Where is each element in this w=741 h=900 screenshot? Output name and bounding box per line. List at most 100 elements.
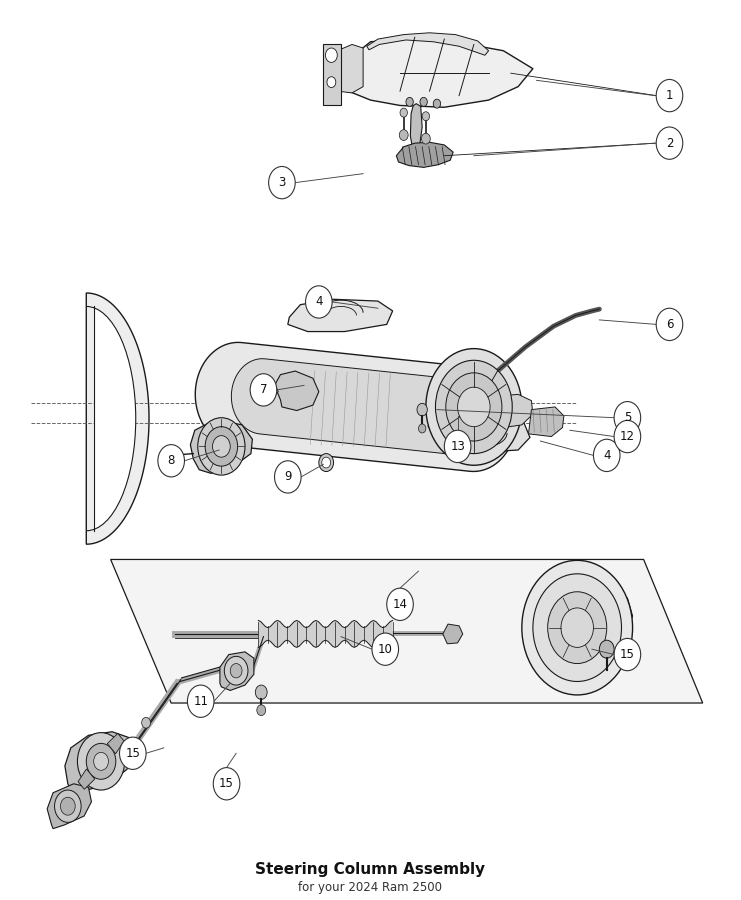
Polygon shape: [411, 104, 422, 152]
Polygon shape: [428, 410, 487, 439]
Circle shape: [187, 685, 214, 717]
Text: for your 2024 Ram 2500: for your 2024 Ram 2500: [299, 881, 442, 895]
Circle shape: [142, 717, 150, 728]
Circle shape: [417, 403, 428, 416]
Circle shape: [400, 108, 408, 117]
Circle shape: [269, 166, 295, 199]
Circle shape: [594, 439, 620, 472]
Text: 15: 15: [125, 747, 140, 760]
Circle shape: [327, 76, 336, 87]
Circle shape: [198, 418, 245, 475]
Circle shape: [205, 427, 238, 466]
Text: 15: 15: [219, 778, 234, 790]
Polygon shape: [367, 32, 488, 55]
Circle shape: [614, 420, 641, 453]
Polygon shape: [231, 359, 492, 455]
Text: 10: 10: [378, 643, 393, 656]
Polygon shape: [288, 300, 393, 331]
Circle shape: [449, 412, 467, 434]
Circle shape: [119, 737, 146, 769]
Text: 4: 4: [315, 295, 322, 309]
Polygon shape: [107, 734, 124, 753]
Circle shape: [322, 457, 330, 468]
Circle shape: [446, 373, 502, 441]
Text: 4: 4: [603, 449, 611, 462]
Circle shape: [657, 79, 682, 112]
Circle shape: [406, 97, 413, 106]
Circle shape: [230, 663, 242, 678]
Circle shape: [433, 99, 441, 108]
Polygon shape: [539, 592, 633, 649]
Polygon shape: [492, 394, 533, 428]
Circle shape: [399, 130, 408, 140]
Circle shape: [548, 592, 607, 663]
Circle shape: [387, 589, 413, 620]
Text: 2: 2: [665, 137, 674, 149]
Circle shape: [274, 461, 301, 493]
Text: 6: 6: [665, 318, 674, 331]
Circle shape: [61, 797, 75, 815]
Circle shape: [158, 445, 185, 477]
Polygon shape: [196, 342, 516, 472]
Circle shape: [213, 768, 240, 800]
Circle shape: [614, 638, 641, 670]
Circle shape: [250, 374, 276, 406]
Polygon shape: [337, 44, 363, 93]
Text: 7: 7: [259, 383, 268, 396]
Polygon shape: [47, 784, 91, 829]
Circle shape: [445, 430, 471, 463]
Polygon shape: [86, 293, 149, 544]
Polygon shape: [443, 624, 463, 644]
Text: 8: 8: [167, 454, 175, 467]
Text: 13: 13: [451, 440, 465, 453]
Circle shape: [77, 733, 124, 790]
Text: 5: 5: [624, 411, 631, 424]
Circle shape: [657, 127, 682, 159]
Polygon shape: [341, 37, 533, 107]
Circle shape: [436, 360, 512, 454]
Polygon shape: [266, 382, 278, 396]
Polygon shape: [443, 414, 530, 452]
Polygon shape: [274, 371, 319, 410]
Polygon shape: [259, 620, 393, 647]
Text: 11: 11: [193, 695, 208, 707]
Circle shape: [419, 424, 426, 433]
Text: 3: 3: [278, 176, 285, 189]
Circle shape: [319, 454, 333, 472]
Polygon shape: [78, 769, 95, 789]
Circle shape: [422, 133, 431, 144]
Circle shape: [458, 387, 490, 427]
Polygon shape: [528, 407, 564, 436]
Circle shape: [55, 790, 81, 823]
Circle shape: [93, 752, 108, 770]
Circle shape: [426, 348, 522, 465]
Circle shape: [213, 436, 230, 457]
Circle shape: [522, 561, 633, 695]
Circle shape: [422, 112, 430, 121]
Polygon shape: [396, 142, 453, 167]
Circle shape: [420, 97, 428, 106]
Circle shape: [86, 743, 116, 779]
Polygon shape: [220, 652, 254, 690]
Polygon shape: [86, 306, 136, 531]
Circle shape: [372, 633, 399, 665]
Polygon shape: [110, 560, 702, 703]
Text: 12: 12: [620, 430, 635, 443]
Polygon shape: [322, 44, 341, 104]
Circle shape: [614, 401, 641, 434]
Circle shape: [256, 685, 268, 699]
Circle shape: [165, 450, 174, 461]
Circle shape: [599, 640, 614, 658]
Text: 15: 15: [620, 648, 635, 662]
Text: Steering Column Assembly: Steering Column Assembly: [256, 862, 485, 878]
Circle shape: [305, 286, 332, 318]
Polygon shape: [65, 732, 136, 791]
Circle shape: [657, 308, 682, 340]
Text: 14: 14: [393, 598, 408, 611]
Circle shape: [533, 574, 622, 681]
Circle shape: [561, 608, 594, 647]
Circle shape: [325, 48, 337, 62]
Circle shape: [225, 656, 248, 685]
Polygon shape: [190, 419, 253, 473]
Circle shape: [257, 705, 266, 716]
